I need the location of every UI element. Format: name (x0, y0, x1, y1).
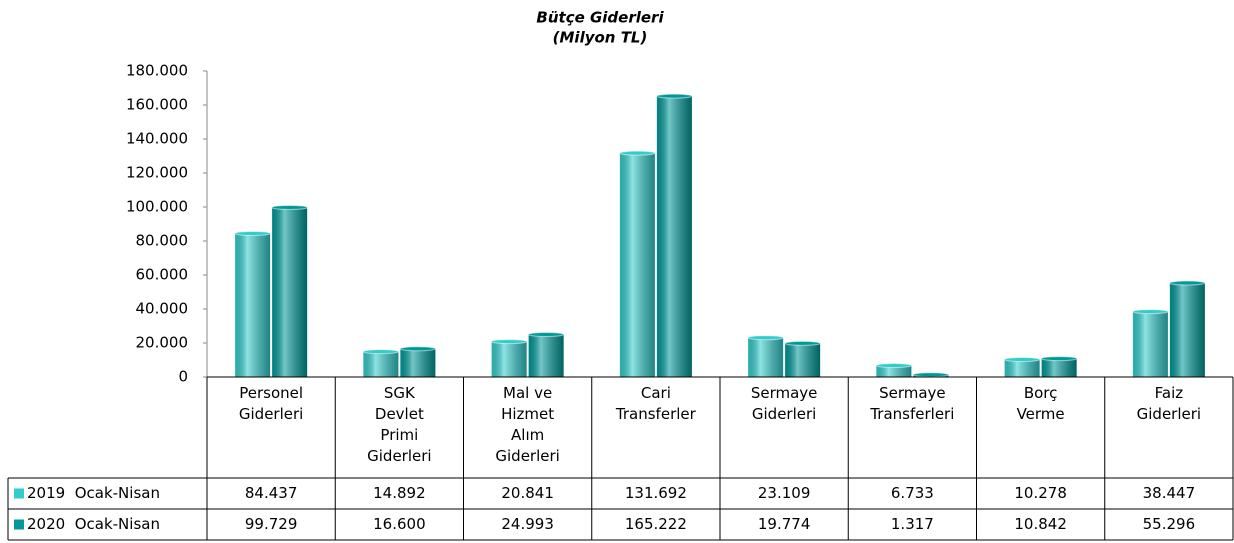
bar-top (875, 363, 912, 369)
bar-top (528, 332, 565, 338)
bar-shading (272, 207, 308, 377)
bar-shading (528, 334, 564, 377)
table-value: 84.437 (245, 484, 298, 502)
x-tick-label: SGK Devlet Primi Giderleri (367, 384, 432, 465)
table-value: 55.296 (1143, 515, 1196, 533)
bar-top (619, 150, 656, 156)
bar-shading (235, 233, 271, 377)
y-tick-label: 20.000 (136, 334, 189, 352)
legend-label: 2019 Ocak-Nisan (27, 484, 160, 502)
table-value: 20.841 (501, 484, 554, 502)
y-tick-label: 40.000 (136, 300, 189, 318)
table-value: 165.222 (625, 515, 687, 533)
table-value: 6.733 (891, 484, 934, 502)
bar-top (784, 340, 821, 346)
x-tick-label: Mal ve Hizmet Alım Giderleri (495, 384, 560, 465)
bar-top (1004, 357, 1041, 363)
bar-shading (363, 351, 399, 377)
legend-swatch (14, 488, 24, 499)
table-value: 99.729 (245, 515, 298, 533)
bar-top (271, 204, 308, 210)
x-tick-label: Sermaye Giderleri (750, 384, 818, 423)
table-value: 38.447 (1143, 484, 1196, 502)
bar-shading (400, 348, 436, 377)
bar-shading (619, 153, 655, 377)
x-tick-label: Personel Giderleri (238, 384, 304, 423)
chart-subtitle: (Milyon TL) (553, 29, 648, 47)
bar-shading (748, 337, 784, 377)
bar-top (362, 349, 399, 355)
bar-shading (876, 365, 912, 377)
table-value: 19.774 (758, 515, 811, 533)
table-value: 16.600 (373, 515, 426, 533)
table-value: 14.892 (373, 484, 426, 502)
bar-top (234, 230, 271, 236)
table-value: 23.109 (758, 484, 811, 502)
y-tick-label: 140.000 (126, 130, 188, 148)
bar-top (1132, 309, 1169, 315)
legend-label: 2020 Ocak-Nisan (27, 515, 160, 533)
bar-top (399, 346, 436, 352)
bar-top (1041, 356, 1078, 362)
bar-shading (1041, 358, 1077, 377)
bar-shading (656, 96, 692, 378)
bar-top (747, 335, 784, 341)
table-value: 1.317 (891, 515, 934, 533)
bar-shading (1132, 311, 1168, 377)
bar-top (491, 339, 528, 345)
y-tick-label: 180.000 (126, 62, 188, 80)
x-tick-label: Faiz Giderleri (1136, 384, 1202, 423)
y-tick-label: 100.000 (126, 198, 188, 216)
table-value: 24.993 (501, 515, 554, 533)
x-tick-label: Borç Verme (1016, 384, 1065, 423)
bar-shading (1004, 359, 1040, 377)
bar-top (656, 93, 693, 99)
table-value: 10.842 (1014, 515, 1067, 533)
bar-top (912, 372, 949, 378)
x-tick-label: Cari Transferler (615, 384, 696, 423)
y-tick-label: 60.000 (136, 266, 189, 284)
legend-swatch (14, 519, 24, 530)
y-tick-label: 0 (178, 368, 188, 386)
table-value: 131.692 (625, 484, 687, 502)
table-value: 10.278 (1014, 484, 1067, 502)
chart-title: Bütçe Giderleri (536, 9, 664, 27)
y-tick-label: 80.000 (136, 232, 189, 250)
bar-shading (491, 341, 527, 377)
bar-top (1169, 280, 1206, 286)
bar-shading (785, 343, 821, 377)
y-tick-label: 120.000 (126, 164, 188, 182)
x-tick-label: Sermaye Transferleri (870, 384, 955, 423)
bar-shading (1169, 282, 1205, 377)
y-tick-label: 160.000 (126, 96, 188, 114)
